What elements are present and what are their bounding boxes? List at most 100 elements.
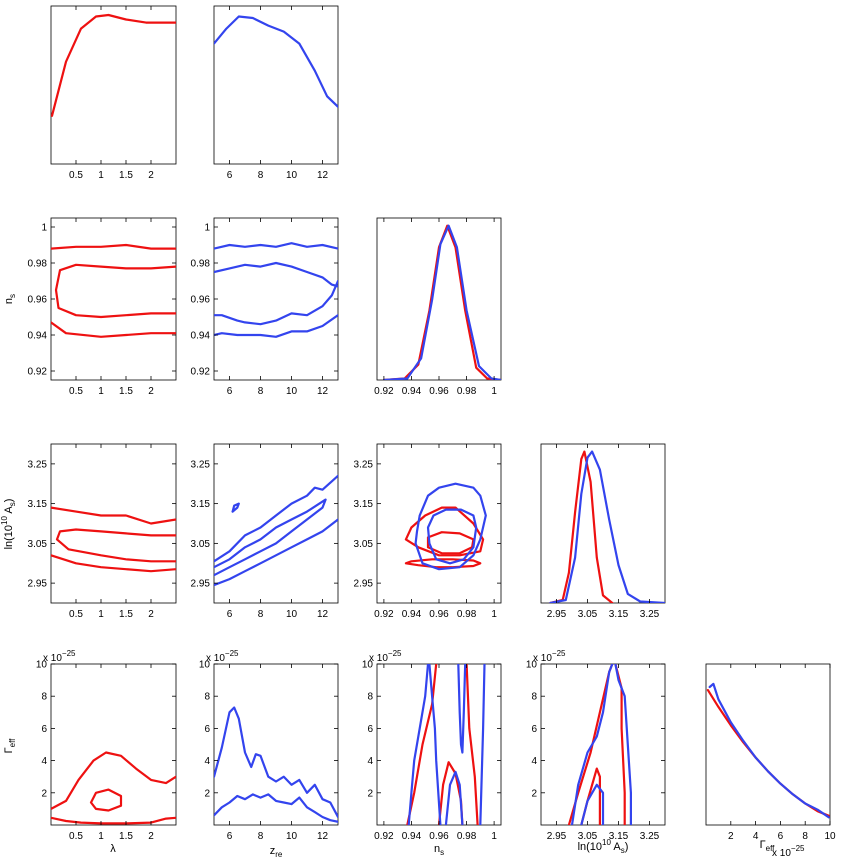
x-tick-label: 1 [98,831,104,842]
x-tick-label: 6 [227,831,233,842]
series-blue-0 [214,15,338,108]
curves [214,706,338,823]
series-red-2 [51,321,176,338]
x-tick-label: 6 [227,170,233,181]
y-tick-label: 0.92 [191,367,211,378]
x-tick-label: 12 [317,386,329,397]
y-tick-label: 4 [531,756,537,767]
panel-lnAs-gamma: 2.95 3.05 3.15 3.25 2 4 6 8 10x 10−25 [526,649,666,842]
curves [51,506,176,573]
x-tick-label: 0.5 [69,386,83,397]
x-tick-label: 0.94 [402,831,422,842]
series-red-2 [51,554,176,573]
y-axis-label-lnAs: ln(1010 As) [0,499,17,550]
x-axis-label-lambda: λ [110,843,116,855]
x-tick-label: 0.96 [429,386,449,397]
y-tick-label: 4 [367,756,373,767]
x-tick-label: 0.96 [429,609,449,620]
x-tick-label: 3.25 [640,831,660,842]
axes-frame [50,217,177,381]
panel-ns-1d: 0.92 0.94 0.96 0.98 1 [374,217,502,397]
x-tick-label: 1.5 [119,386,133,397]
x-tick-label: 6 [227,609,233,620]
panel-lambda-ns: 0.5 1 1.5 2 0.92 0.94 0.96 0.98 1 [28,217,177,397]
x-tick-label: 2.95 [547,609,567,620]
y-exponent-label: x 10−25 [43,649,76,664]
x-tick-label: 1.5 [119,609,133,620]
x-tick-label: 1 [98,386,104,397]
x-axis-label-zre: zre [270,845,283,859]
y-exponent-label: x 10−25 [369,649,402,664]
series-red-0 [51,243,176,250]
series-red-2 [437,761,464,825]
series-blue-2 [214,279,338,326]
x-tick-label: 10 [286,831,298,842]
series-red-2 [51,816,176,825]
y-tick-label: 8 [367,692,373,703]
y-tick-label: 2 [531,788,537,799]
curves [214,15,338,108]
x-tick-label: 0.92 [374,609,394,620]
series-red-1 [89,788,123,812]
y-tick-label: 6 [204,724,210,735]
x-tick-label: 2 [148,170,154,181]
series-blue-1 [214,261,338,288]
series-blue-4 [426,508,478,565]
series-blue-4 [614,664,632,825]
x-tick-label: 2 [148,609,154,620]
y-tick-label: 6 [41,724,47,735]
x-tick-label: 0.98 [457,831,477,842]
series-blue-7 [457,664,467,754]
x-exponent-label: x 10−25 [772,844,805,859]
axes-frame [540,443,666,604]
series-red-1 [55,528,176,563]
y-tick-label: 3.15 [28,499,48,510]
axes-frame [376,443,502,604]
series-red-0 [51,13,176,117]
x-tick-label: 0.92 [374,386,394,397]
y-axis-label-ns: ns [3,294,17,304]
axes-frame [50,443,177,604]
y-tick-label: 8 [41,692,47,703]
y-tick-label: 0.98 [28,259,48,270]
x-tick-label: 3.05 [578,609,598,620]
x-tick-label: 6 [778,831,784,842]
series-red-0 [51,751,176,810]
x-tick-label: 2 [728,831,734,842]
y-tick-label: 3.15 [191,499,211,510]
series-red-0 [404,506,485,557]
y-tick-label: 6 [367,724,373,735]
y-tick-label: 4 [41,756,47,767]
panel-zre-ns: 6 8 10 12 0.92 0.94 0.96 0.98 1 [191,217,339,397]
y-tick-label: 1 [41,223,47,234]
x-tick-label: 0.98 [457,609,477,620]
series-blue-3 [214,518,338,587]
x-tick-label: 0.92 [374,831,394,842]
y-tick-label: 0.94 [191,331,211,342]
curves [706,682,830,819]
series-blue-0 [214,706,338,819]
x-tick-label: 0.98 [457,386,477,397]
x-axis-label-ns: ns [434,843,444,857]
x-tick-label: 12 [317,609,329,620]
series-blue-3 [570,664,614,825]
x-tick-label: 1.5 [119,170,133,181]
y-tick-label: 0.96 [191,295,211,306]
axes-frame [213,217,339,381]
x-axis-label-gamma: Γeff [760,839,776,853]
y-tick-label: 2.95 [354,579,374,590]
series-red-0 [549,450,614,603]
y-tick-label: 0.96 [28,295,48,306]
curves [51,751,176,825]
x-tick-label: 10 [286,170,298,181]
series-blue-1 [549,450,665,603]
curves [214,242,338,338]
panel-zre-lnAs: 6 8 10 12 2.95 3.05 3.15 3.25 [191,443,339,620]
panel-lambda-lnAs: 0.5 1 1.5 2 2.95 3.05 3.15 3.25 [28,443,177,620]
y-exponent-label: x 10−25 [206,649,239,664]
series-blue-4 [479,664,486,825]
x-tick-label: 2.95 [547,831,567,842]
axes-frame [213,5,339,165]
y-tick-label: 6 [531,724,537,735]
